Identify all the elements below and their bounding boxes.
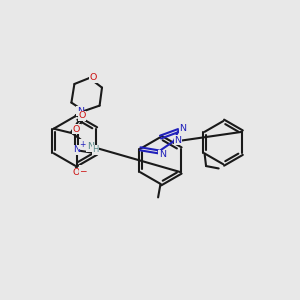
Text: N: N xyxy=(175,136,182,145)
Text: O: O xyxy=(90,74,97,82)
Text: O: O xyxy=(73,124,80,134)
Text: +: + xyxy=(79,140,86,149)
Text: N: N xyxy=(73,146,80,154)
Text: N: N xyxy=(77,106,84,116)
Text: O: O xyxy=(79,111,86,120)
Text: O: O xyxy=(73,168,80,177)
Text: N: N xyxy=(87,142,94,151)
Text: N: N xyxy=(159,150,166,159)
Text: N: N xyxy=(179,124,186,133)
Text: −: − xyxy=(80,166,87,175)
Text: H: H xyxy=(92,145,99,154)
